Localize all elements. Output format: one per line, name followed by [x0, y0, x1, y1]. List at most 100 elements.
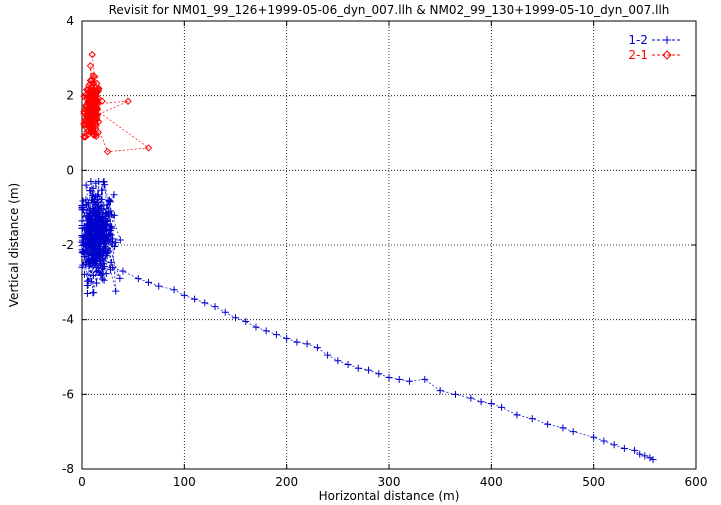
data-point — [83, 290, 91, 298]
x-tick-label: 600 — [685, 475, 708, 489]
data-point — [89, 289, 97, 297]
data-point — [170, 286, 178, 294]
data-point — [313, 344, 321, 352]
data-point — [94, 239, 102, 247]
data-point — [101, 247, 109, 255]
data-point — [87, 245, 95, 253]
data-point — [93, 111, 102, 119]
data-point — [354, 364, 362, 372]
data-point — [91, 256, 99, 264]
data-point — [86, 112, 94, 120]
data-point — [100, 257, 108, 265]
data-point — [116, 274, 124, 282]
x-tick-label: 400 — [480, 475, 503, 489]
data-point — [82, 181, 90, 189]
data-point — [98, 97, 106, 105]
data-point — [107, 258, 115, 266]
data-point — [95, 252, 103, 260]
data-point — [108, 211, 116, 219]
data-point — [134, 275, 142, 283]
x-tick-label: 300 — [378, 475, 401, 489]
data-point — [97, 271, 105, 279]
data-point — [232, 314, 239, 322]
data-point — [87, 76, 96, 85]
data-point — [85, 251, 93, 259]
data-point — [201, 299, 209, 307]
data-point — [88, 252, 96, 260]
data-point — [81, 133, 90, 141]
series-line — [81, 181, 654, 460]
data-point — [82, 91, 90, 99]
y-tick-label: -8 — [62, 462, 74, 476]
data-point — [405, 377, 413, 385]
data-point — [84, 277, 92, 285]
data-point — [610, 441, 618, 449]
data-point — [98, 270, 106, 278]
data-point — [88, 191, 96, 199]
data-point — [104, 235, 112, 243]
data-point — [559, 424, 567, 432]
data-point — [79, 248, 87, 256]
data-point — [109, 263, 117, 271]
data-point — [252, 323, 260, 331]
y-tick-label: -6 — [62, 387, 74, 401]
data-point — [90, 208, 98, 216]
data-point — [88, 50, 96, 59]
data-point — [487, 400, 495, 408]
data-point — [211, 303, 219, 311]
data-point — [86, 204, 94, 212]
data-point — [293, 338, 301, 346]
data-point — [80, 109, 88, 118]
data-point — [283, 334, 291, 342]
data-point — [80, 92, 88, 100]
data-point — [569, 428, 577, 436]
grid-lines — [82, 21, 696, 469]
data-point — [272, 331, 280, 339]
data-point — [94, 117, 103, 126]
legend: 1-2 2-1 — [628, 33, 682, 62]
data-point — [103, 147, 112, 156]
data-point — [100, 276, 108, 284]
data-point — [89, 262, 97, 270]
data-point — [79, 197, 87, 205]
data-point — [86, 218, 94, 226]
x-axis: 0 100 200 300 400 500 600 — [78, 21, 707, 489]
data-point — [88, 98, 96, 106]
data-point — [303, 340, 311, 348]
data-point — [97, 260, 105, 268]
data-point — [477, 398, 485, 406]
data-point — [112, 287, 120, 295]
data-point — [90, 73, 99, 81]
data-point — [95, 202, 103, 210]
data-point — [93, 228, 101, 236]
data-point — [116, 236, 124, 244]
x-tick-label: 100 — [173, 475, 196, 489]
data-point — [649, 456, 657, 464]
data-point — [101, 234, 109, 242]
data-point — [119, 267, 127, 275]
data-point — [92, 179, 100, 187]
data-point — [89, 272, 97, 280]
legend-marker-2-1 — [662, 50, 672, 60]
x-axis-label: Horizontal distance (m) — [319, 489, 460, 503]
data-point — [105, 196, 113, 204]
data-point — [87, 124, 96, 132]
data-point — [80, 120, 88, 129]
data-point — [87, 178, 95, 186]
y-tick-label: 0 — [66, 163, 74, 177]
legend-label-2-1: 2-1 — [628, 48, 648, 62]
data-point — [155, 282, 163, 290]
data-point — [78, 236, 86, 244]
y-tick-label: -2 — [62, 238, 74, 252]
data-point — [100, 263, 108, 271]
data-point — [93, 219, 101, 227]
data-point — [79, 261, 87, 269]
data-point — [93, 79, 101, 88]
data-point — [83, 281, 91, 289]
chart-title: Revisit for NM01_99_126+1999-05-06_dyn_0… — [109, 3, 670, 17]
data-point — [262, 327, 270, 335]
data-point — [98, 195, 106, 203]
plot-frame — [81, 20, 697, 470]
data-point — [631, 446, 639, 454]
